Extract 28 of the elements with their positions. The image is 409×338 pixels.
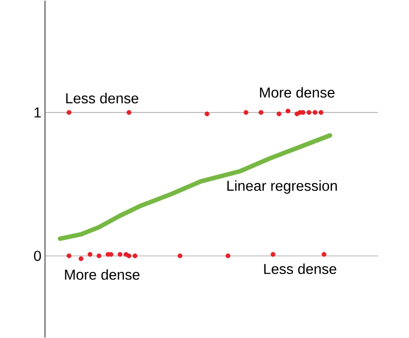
point <box>132 253 138 258</box>
point <box>66 253 72 258</box>
point <box>312 110 318 115</box>
point <box>322 252 326 257</box>
annotation: More dense <box>260 86 334 98</box>
point <box>226 253 230 258</box>
point <box>88 252 92 257</box>
point <box>78 256 84 262</box>
point <box>118 252 122 257</box>
point <box>318 110 324 115</box>
point <box>258 110 264 115</box>
point <box>96 253 102 258</box>
point <box>126 253 132 258</box>
y-tick-label: 0 <box>34 250 41 261</box>
point <box>276 111 282 116</box>
annotation: Less dense <box>66 92 138 104</box>
annotation: More dense <box>65 269 140 280</box>
point <box>178 253 182 258</box>
point <box>244 110 248 115</box>
point <box>270 252 276 257</box>
point <box>306 110 312 115</box>
point <box>286 108 290 114</box>
point <box>66 110 72 115</box>
annotation: Less dense <box>264 263 336 274</box>
y-tick-label: 1 <box>34 107 41 118</box>
annotation: Linear regression <box>227 180 337 194</box>
point <box>126 110 132 115</box>
point <box>204 111 210 116</box>
